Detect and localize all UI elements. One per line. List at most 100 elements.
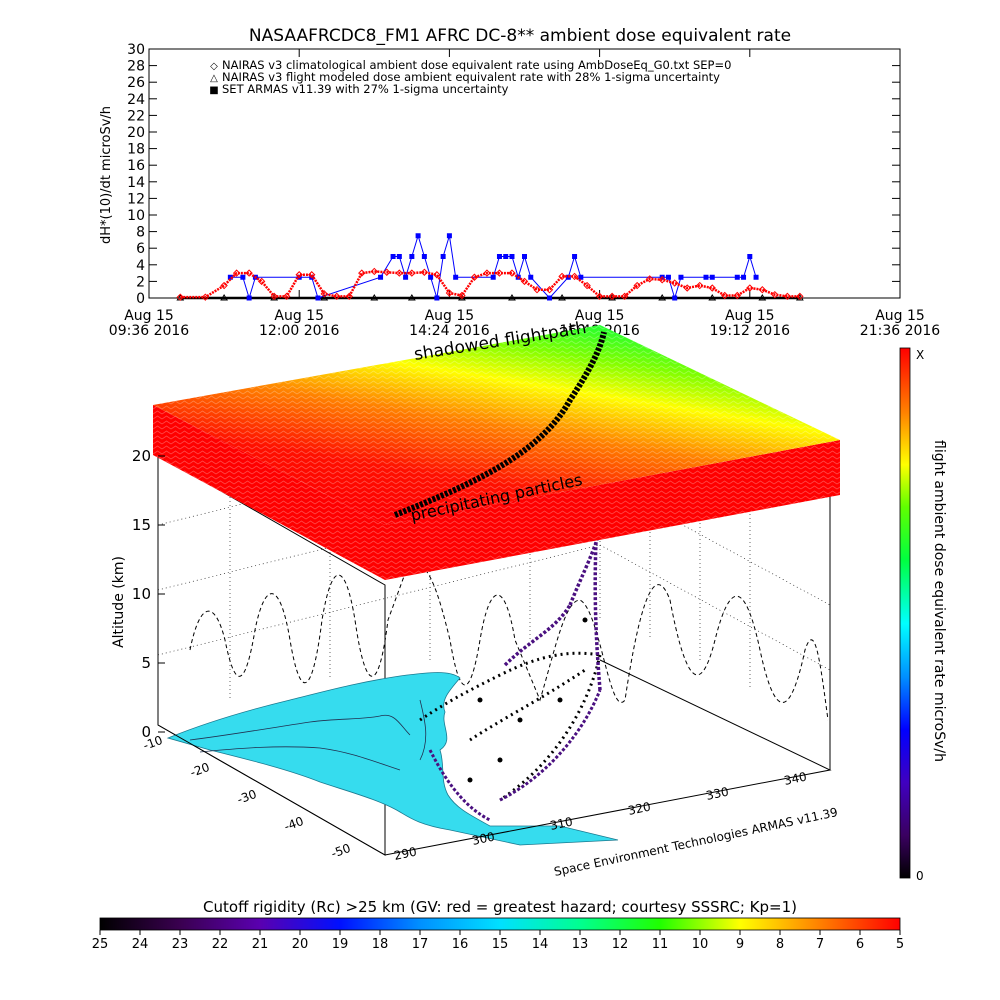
series-nairas-clim-point [520, 277, 529, 286]
cutoff-tick-label: 25 [92, 937, 109, 952]
series-nairas-clim-point [445, 289, 454, 297]
series-armas-point [509, 254, 515, 259]
cutoff-tick-label: 20 [292, 937, 309, 952]
cutoff-tick-label: 15 [492, 937, 509, 952]
series-armas-point [678, 274, 684, 280]
z-tick-label: 5 [141, 654, 151, 672]
series-nairas-clim-point [545, 285, 554, 294]
cutoff-tick-label: 23 [172, 937, 189, 952]
series-nairas-flight-point [558, 294, 566, 301]
series-nairas-flight-point [508, 294, 516, 301]
series-armas-point [227, 274, 233, 280]
series-nairas-clim-point [708, 284, 716, 292]
y-tick-label: 14 [127, 175, 145, 191]
x-tick-label-date: Aug 15 [725, 308, 775, 324]
legend-symbol: △ [210, 73, 218, 84]
series-nairas-flight-point [708, 294, 717, 301]
cutoff-tick-label: 14 [532, 937, 549, 952]
x-tick-label-date: Aug 15 [575, 308, 625, 324]
series-nairas-clim-point [320, 290, 328, 298]
cutoff-tick-label: 5 [896, 937, 904, 952]
plot-title: NASAAFRCDC8_FM1 AFRC DC-8** ambient dose… [249, 26, 791, 46]
cutoff-bar-label: Cutoff rigidity (Rc) >25 km (GV: red = g… [203, 898, 797, 916]
series-nairas-clim-point [495, 269, 504, 277]
series-nairas-clim-point [245, 269, 253, 277]
cutoff-rigidity-bar: Cutoff rigidity (Rc) >25 km (GV: red = g… [92, 898, 904, 952]
series-nairas-clim-point [433, 271, 441, 279]
cutoff-tick-label: 12 [612, 937, 629, 952]
x-tick-label-date: Aug 15 [124, 308, 174, 324]
series-nairas-clim-point [220, 281, 228, 290]
series-armas-point [415, 233, 421, 239]
series-nairas-clim-point [333, 292, 341, 301]
x-tick-label-time: 21:36 2016 [860, 323, 941, 339]
series-nairas-clim-point [633, 281, 641, 290]
ground-axis-ticks: -10 -20 -30 -40 -50 290 300 310 320 330 340 [141, 733, 808, 863]
cutoff-tick-label: 22 [212, 937, 229, 952]
series-armas-point [572, 254, 578, 259]
legend-entry: NAIRAS v3 climatological ambient dose eq… [222, 58, 731, 72]
series-nairas-clim-point [796, 292, 804, 301]
series-nairas-clim-point [570, 272, 579, 281]
ground-map [166, 672, 619, 846]
series-armas-point [421, 254, 427, 259]
lat-tick-label: -20 [188, 760, 211, 780]
cutoff-tick-label: 16 [452, 937, 469, 952]
series-armas-point [547, 295, 553, 301]
lat-tick-label: -40 [282, 814, 305, 834]
front-edges [157, 659, 832, 856]
series-nairas-clim-point [645, 275, 654, 283]
y-tick-label: 10 [127, 208, 145, 224]
cutoff-tick-label: 21 [252, 937, 269, 952]
series-nairas-clim-point [721, 291, 729, 300]
series-nairas-clim-point [370, 267, 379, 276]
series-nairas-clim-point [295, 271, 303, 279]
z-tick-label: 10 [132, 585, 151, 603]
x-tick-label-date: Aug 15 [425, 308, 475, 324]
flight-track-3d [503, 539, 602, 691]
cutoff-tick-label: 18 [372, 937, 389, 952]
cutoff-tick-label: 8 [776, 937, 784, 952]
series-nairas-clim-point [408, 269, 416, 277]
series-armas-point [396, 254, 402, 259]
dose-colorbar-top-label: X [916, 348, 924, 362]
y-tick-label: 8 [136, 225, 145, 241]
series-armas-point [578, 274, 584, 280]
series-nairas-clim-point [620, 292, 629, 301]
series-nairas-clim-point [658, 276, 666, 284]
series-nairas-clim-point [758, 285, 767, 294]
y-tick-label: 28 [127, 59, 145, 75]
dose-colorbar-bottom-label: 0 [916, 869, 924, 883]
series-nairas-clim-point [383, 268, 391, 276]
x-tick-label-date: Aug 15 [875, 308, 925, 324]
series-armas-point [434, 295, 440, 301]
x-tick-label-time: 14:24 2016 [409, 323, 490, 339]
legend-entry: NAIRAS v3 flight modeled dose ambient eq… [222, 70, 720, 84]
series-nairas-clim-point [395, 269, 404, 277]
series-nairas-clim-point [771, 290, 779, 299]
series-nairas-clim-point [257, 277, 266, 286]
legend-symbol: ◇ [210, 61, 218, 72]
series-armas-point [409, 254, 415, 259]
lon-tick-label: 310 [549, 814, 574, 832]
series-armas-point [672, 295, 678, 301]
series-nairas-clim-point [608, 292, 616, 301]
z-tick-label: 20 [132, 447, 151, 465]
series-armas-point [390, 254, 396, 259]
series-armas-line [230, 234, 757, 300]
y-tick-label: 16 [127, 158, 145, 174]
y-tick-label: 26 [127, 75, 145, 91]
series-nairas-clim-point [508, 269, 516, 277]
cutoff-tick-label: 17 [412, 937, 429, 952]
series-armas-point [440, 254, 446, 259]
cutoff-tick-label: 24 [132, 937, 149, 952]
dose-rate-plot: NASAAFRCDC8_FM1 AFRC DC-8** ambient dose… [99, 26, 940, 339]
dose-colorbar-fill [899, 347, 911, 879]
legend: ◇ NAIRAS v3 climatological ambient dose e… [209, 58, 731, 96]
z-axis-label: Altitude (km) [111, 556, 127, 648]
series-armas-point [446, 233, 452, 239]
series-armas-point [709, 274, 715, 280]
cutoff-tick-label: 7 [816, 937, 824, 952]
